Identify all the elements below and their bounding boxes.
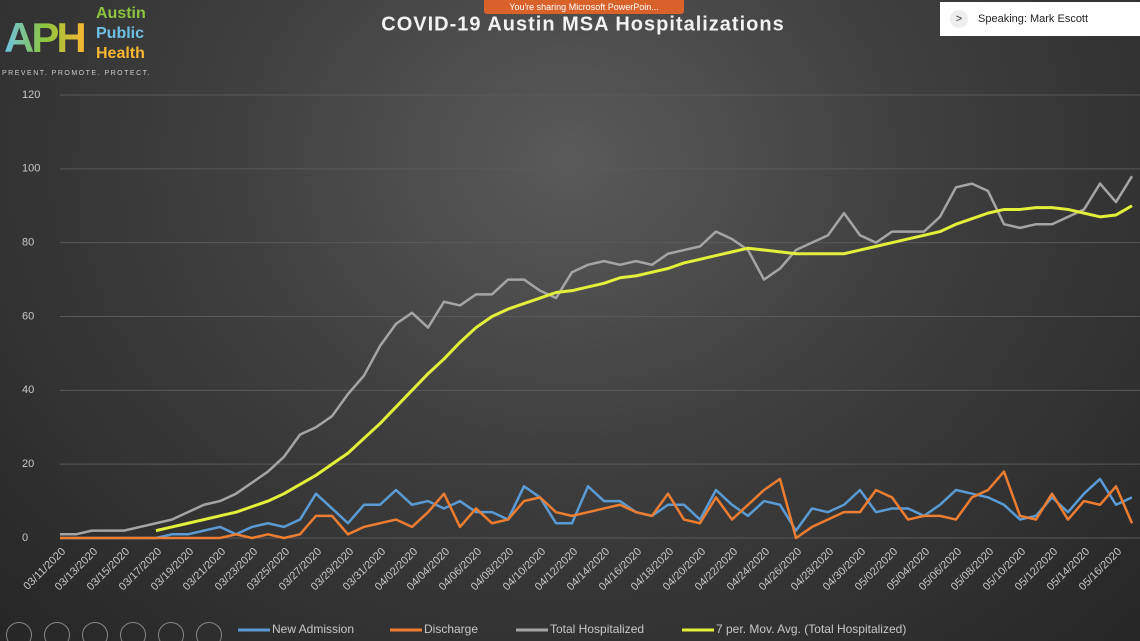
chart-title: COVID-19 Austin MSA Hospitalizations (381, 13, 784, 35)
tool-button[interactable] (196, 622, 222, 641)
legend-label: Discharge (424, 622, 478, 636)
speaker-label: Speaking: Mark Escott (978, 13, 1089, 25)
sharing-banner[interactable]: You're sharing Microsoft PowerPoin... (484, 0, 684, 14)
y-tick-label: 120 (22, 89, 40, 101)
logo-name: Austin Public Health (96, 4, 146, 64)
y-tick-label: 0 (22, 532, 28, 544)
logo-word: Public (96, 25, 145, 42)
tool-button[interactable] (6, 622, 32, 641)
logo-word: Austin (96, 5, 146, 22)
tool-button[interactable] (44, 622, 70, 641)
y-tick-label: 60 (22, 310, 34, 322)
tool-button[interactable] (158, 622, 184, 641)
logo-mark: APH (4, 14, 87, 61)
y-tick-label: 20 (22, 458, 34, 470)
y-tick-label: 40 (22, 384, 34, 396)
series-line (155, 204, 1133, 533)
legend-label: Total Hospitalized (550, 622, 644, 636)
tool-button[interactable] (82, 622, 108, 641)
tool-button[interactable] (120, 622, 146, 641)
logo-word: Health (96, 45, 145, 62)
series-line (60, 470, 1134, 540)
logo-tagline: PREVENT. PROMOTE. PROTECT. (2, 70, 152, 77)
y-tick-label: 100 (22, 163, 40, 175)
y-tick-label: 80 (22, 237, 34, 249)
expand-icon[interactable]: > (950, 10, 968, 28)
toolbar (0, 622, 228, 641)
legend-label: 7 per. Mov. Avg. (Total Hospitalized) (716, 622, 906, 636)
series-line (60, 477, 1133, 540)
legend-label: New Admission (272, 622, 354, 636)
speaker-box[interactable]: > Speaking: Mark Escott (940, 2, 1140, 36)
series-line (60, 175, 1134, 536)
